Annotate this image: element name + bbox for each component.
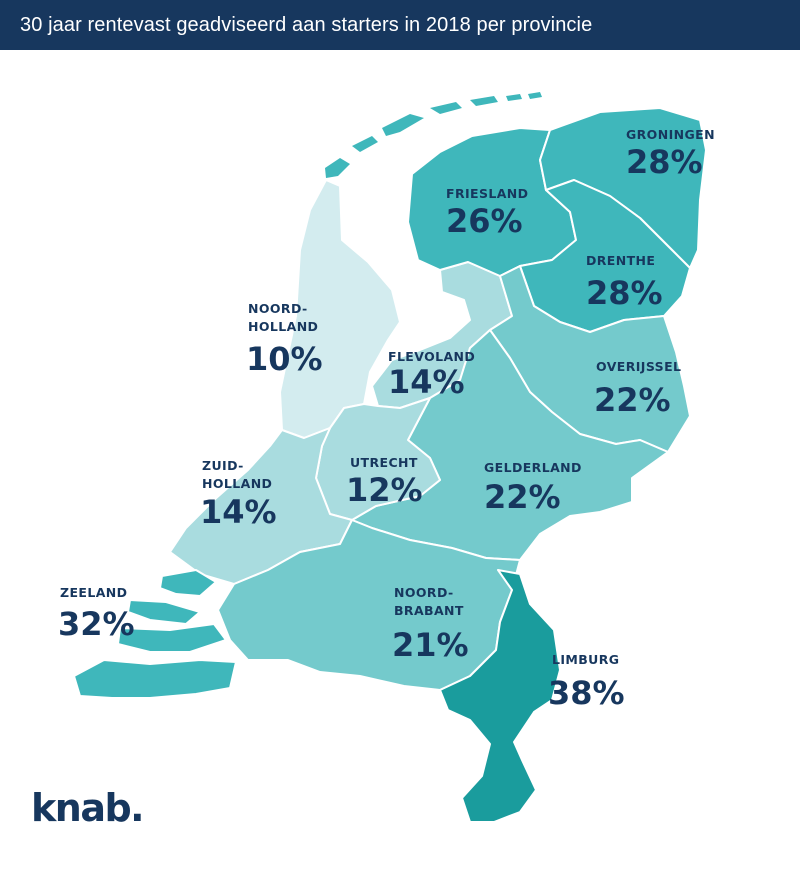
zeeland-vlaanderen <box>73 659 237 699</box>
island-rottumerplaat <box>528 92 542 99</box>
label-friesland: FRIESLAND 26% <box>446 186 528 240</box>
label-flevoland: FLEVOLAND 14% <box>388 349 475 401</box>
name-friesland: FRIESLAND <box>446 186 528 201</box>
island-terschelling <box>382 114 424 136</box>
zeeland-schouwen <box>159 569 217 597</box>
name-noord-brabant: NOORD- <box>394 585 454 600</box>
percent-groningen: 28% <box>626 143 703 181</box>
name-flevoland: FLEVOLAND <box>388 349 475 364</box>
name-utrecht: UTRECHT <box>350 455 418 470</box>
percent-friesland: 26% <box>446 202 523 240</box>
province-zeeland <box>73 569 237 699</box>
label-overijssel: OVERIJSSEL 22% <box>594 359 681 419</box>
label-utrecht: UTRECHT 12% <box>346 455 423 509</box>
label-zuid-holland: ZUID- HOLLAND 14% <box>200 458 277 531</box>
knab-logo: knab. <box>31 786 145 830</box>
island-rottumeroog <box>506 94 522 101</box>
name-zuid-holland: ZUID- <box>202 458 244 473</box>
label-gelderland: GELDERLAND 22% <box>484 460 582 516</box>
name-drenthe: DRENTHE <box>586 253 655 268</box>
percent-zeeland: 32% <box>58 605 135 643</box>
name-overijssel: OVERIJSSEL <box>596 359 681 374</box>
label-groningen: GRONINGEN 28% <box>626 127 715 181</box>
name-groningen: GRONINGEN <box>626 127 715 142</box>
province-limburg <box>439 569 561 823</box>
label-drenthe: DRENTHE 28% <box>586 253 663 312</box>
label-noord-holland: NOORD- HOLLAND 10% <box>246 301 323 378</box>
island-vlieland <box>352 136 378 152</box>
zeeland-noord-beveland <box>127 599 201 625</box>
percent-flevoland: 14% <box>388 363 465 401</box>
page-title: 30 jaar rentevast geadviseerd aan starte… <box>20 13 593 36</box>
percent-drenthe: 28% <box>586 274 663 312</box>
percent-overijssel: 22% <box>594 381 671 419</box>
header-bar: 30 jaar rentevast geadviseerd aan starte… <box>0 0 800 50</box>
label-limburg: LIMBURG 38% <box>548 652 625 712</box>
percent-noord-holland: 10% <box>246 340 323 378</box>
island-texel <box>325 158 350 178</box>
name-limburg: LIMBURG <box>552 652 619 667</box>
name-noord-holland: NOORD- <box>248 301 308 316</box>
percent-gelderland: 22% <box>484 478 561 516</box>
percent-zuid-holland: 14% <box>200 493 277 531</box>
wadden-islands <box>325 92 542 178</box>
name2-noord-holland: HOLLAND <box>248 319 318 334</box>
name2-noord-brabant: BRABANT <box>394 603 464 618</box>
name-gelderland: GELDERLAND <box>484 460 582 475</box>
percent-utrecht: 12% <box>346 471 423 509</box>
netherlands-map: GRONINGEN 28% FRIESLAND 26% DRENTHE 28% … <box>58 92 715 823</box>
label-noord-brabant: NOORD- BRABANT 21% <box>392 585 469 664</box>
percent-limburg: 38% <box>548 674 625 712</box>
label-zeeland: ZEELAND 32% <box>58 585 135 643</box>
zeeland-zuid-beveland <box>117 623 227 653</box>
name2-zuid-holland: HOLLAND <box>202 476 272 491</box>
percent-noord-brabant: 21% <box>392 626 469 664</box>
island-ameland <box>430 102 462 114</box>
name-zeeland: ZEELAND <box>60 585 127 600</box>
map-area: GRONINGEN 28% FRIESLAND 26% DRENTHE 28% … <box>0 50 800 881</box>
island-schiermonnikoog <box>470 96 498 106</box>
